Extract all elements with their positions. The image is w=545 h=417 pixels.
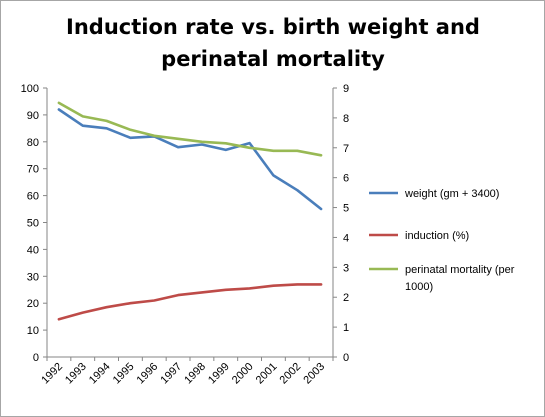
x-tick-label: 2001: [254, 361, 280, 387]
left-tick-label: 20: [27, 298, 39, 310]
series-line-1: [57, 283, 323, 321]
x-tick-label: 1992: [39, 361, 65, 387]
left-tick-label: 90: [27, 110, 39, 122]
left-tick-label: 100: [21, 83, 39, 95]
right-tick-label: 7: [343, 143, 349, 155]
left-tick-label: 80: [27, 137, 39, 149]
right-tick-label: 1: [343, 322, 349, 334]
right-tick-label: 2: [343, 292, 349, 304]
right-tick-label: 5: [343, 203, 349, 215]
x-tick-label: 1993: [63, 361, 89, 387]
left-tick-label: 60: [27, 191, 39, 203]
series-line-0: [57, 108, 323, 211]
x-tick-label: 2002: [278, 361, 304, 387]
axes: 0 10 20 30 40 50 60 70 80 90 100 0 1 2 3 4 5 6 7 8 9 19921993…: [21, 83, 349, 386]
right-tick-label: 4: [343, 232, 349, 244]
right-tick-label: 3: [343, 262, 349, 274]
right-tick-label: 9: [343, 83, 349, 95]
x-tick-label: 1999: [206, 361, 232, 387]
x-tick-label: 1997: [158, 361, 184, 387]
x-tick-label: 2000: [230, 361, 256, 387]
left-tick-label: 30: [27, 271, 39, 283]
x-tick-label: 1994: [87, 361, 113, 387]
x-tick-label: 1998: [182, 361, 208, 387]
left-tick-label: 50: [27, 218, 39, 230]
legend-label-2-cont: 1000): [405, 281, 433, 293]
right-tick-label: 0: [343, 352, 349, 364]
chart-title-line-1: Induction rate vs. birth weight and: [66, 15, 480, 39]
legend-label-2: perinatal mortality (per: [405, 264, 515, 276]
left-tick-label: 0: [33, 352, 39, 364]
x-tick-label: 2003: [301, 361, 327, 387]
left-tick-label: 70: [27, 164, 39, 176]
x-tick-label: 1995: [111, 361, 137, 387]
legend-label-0: weight (gm + 3400): [404, 188, 499, 200]
left-tick-label: 40: [27, 244, 39, 256]
right-tick-label: 6: [343, 173, 349, 185]
left-tick-label: 10: [27, 325, 39, 337]
x-tick-label: 1996: [135, 361, 161, 387]
legend-label-1: induction (%): [405, 230, 469, 242]
series-line-2: [57, 101, 323, 157]
chart-title-line-2: perinatal mortality: [161, 47, 385, 71]
legend: weight (gm + 3400) induction (%) perinatal…: [369, 188, 515, 293]
right-tick-label: 8: [343, 113, 349, 125]
series-lines: [57, 101, 323, 321]
